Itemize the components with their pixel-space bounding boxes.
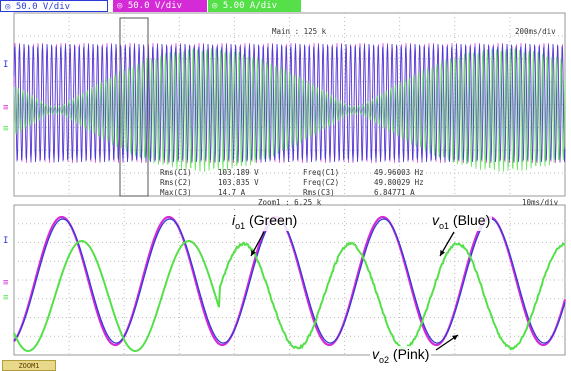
meas-rms-c2-label: Rms(C2) [160,178,192,187]
meas-max-c3-value: 14.7 A [218,188,245,197]
meas-rms-c2-value: 103.835 V [218,178,259,187]
main-sample-label: Main : 125 k [272,27,326,36]
vo2-annotation: vo2 (Pink) [370,346,431,365]
meas-rms-c1-value: 103.189 V [218,168,259,177]
vo1-annotation: vo1 (Blue) [430,212,492,231]
ch3-icon: ◎ [212,1,223,11]
ch1-level-marker-main[interactable]: I [3,60,8,70]
main-timebase-label: 200ms/div [515,27,556,36]
meas-freq-c2-value: 49.80029 Hz [374,178,424,187]
ch1-level-marker-zoom[interactable]: I [3,236,8,246]
ch3-level-marker-main[interactable]: ≡ [3,124,8,134]
ch1-icon: ◎ [5,2,16,12]
zoom-sample-label: Zoom1 : 6.25 k [258,198,321,207]
meas-freq-c2-label: Freq(C2) [303,178,339,187]
meas-freq-c1-label: Freq(C1) [303,168,339,177]
meas-rms-c1-label: Rms(C1) [160,168,192,177]
ch3-scale-label[interactable]: ◎ 5.00 A/div [208,0,301,12]
vo2-arrow-head [452,335,458,340]
ch1-scale-label[interactable]: ◎ 50.0 V/div [0,0,108,12]
ch2-scale-text: 50.0 V/div [128,1,182,11]
meas-rms-c3-value: 6.84771 A [374,188,415,197]
ch2-scale-label[interactable]: ◎ 50.0 V/div [113,0,207,12]
ch2-level-marker-zoom[interactable]: ≡ [3,278,8,288]
io1-annotation: io1 (Green) [230,212,299,231]
zoom1-tab[interactable]: ZOOM1 [2,360,56,371]
ch1-scale-text: 50.0 V/div [16,2,70,12]
ch3-level-marker-zoom[interactable]: ≡ [3,293,8,303]
meas-freq-c1-value: 49.96003 Hz [374,168,424,177]
zoom-timebase-label: 10ms/div [522,198,558,207]
ch2-icon: ◎ [117,1,128,11]
meas-rms-c3-label: Rms(C3) [303,188,335,197]
meas-max-c3-label: Max(C3) [160,188,192,197]
ch2-level-marker-main[interactable]: ≡ [3,103,8,113]
ch3-scale-text: 5.00 A/div [223,1,277,11]
